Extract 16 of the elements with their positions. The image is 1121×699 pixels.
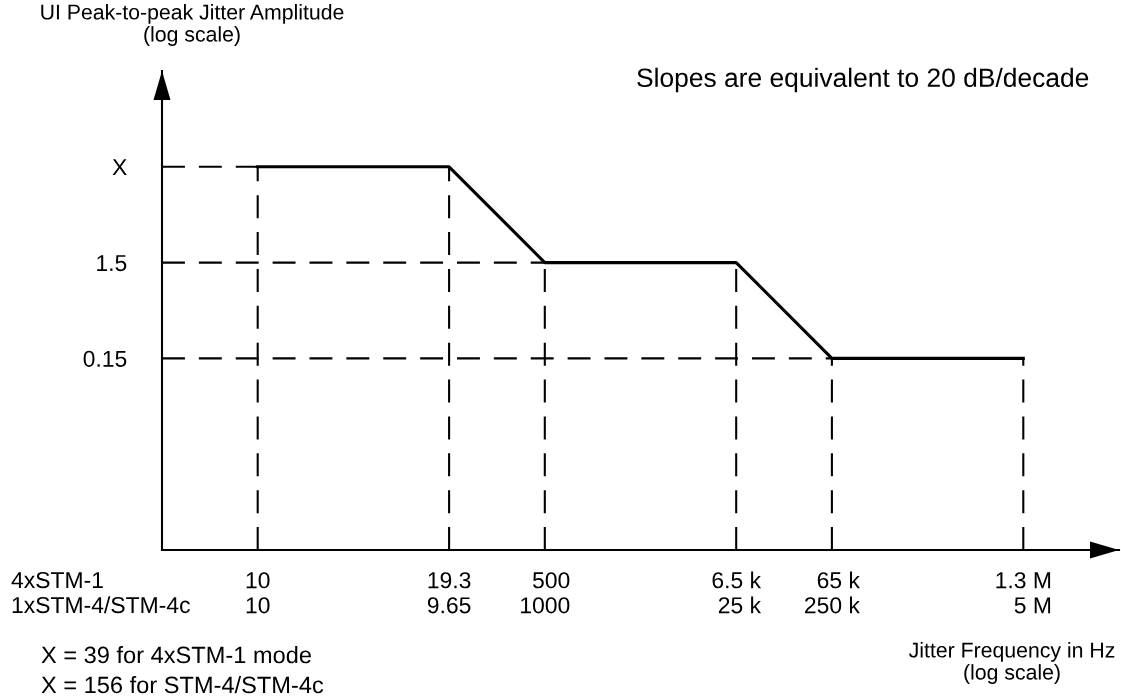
text: 1xSTM-4/STM-4c	[12, 596, 190, 614]
annotation: Slopes are equivalent to 20 dB/decade	[637, 67, 1089, 93]
y-tick-label: 0.15	[83, 350, 127, 367]
text: 4xSTM-1	[11, 571, 103, 589]
x-tick-label: 10 10	[246, 572, 270, 614]
x-tick-label: 19.3 9.65	[427, 572, 471, 614]
x-tick-label: 500 1000	[521, 572, 570, 614]
y-axis-title: UI Peak-to-peak Jitter Amplitude (log scale)	[41, 4, 344, 46]
x-tick-label: 1.3 M 5 M	[996, 572, 1051, 614]
y-tick-label: 1.5	[97, 255, 127, 272]
text: X = 39 for 4xSTM-1 mode	[41, 645, 311, 664]
text: X = 156 for STM-4/STM-4c	[41, 675, 324, 694]
y-tick-label: X	[112, 159, 127, 176]
x-tick-label: 6.5 k 25 k	[712, 571, 762, 614]
x-tick-label: 65 k 250 k	[805, 571, 860, 614]
x-axis-title: Jitter Frequency in Hz (log scale)	[909, 642, 1115, 684]
